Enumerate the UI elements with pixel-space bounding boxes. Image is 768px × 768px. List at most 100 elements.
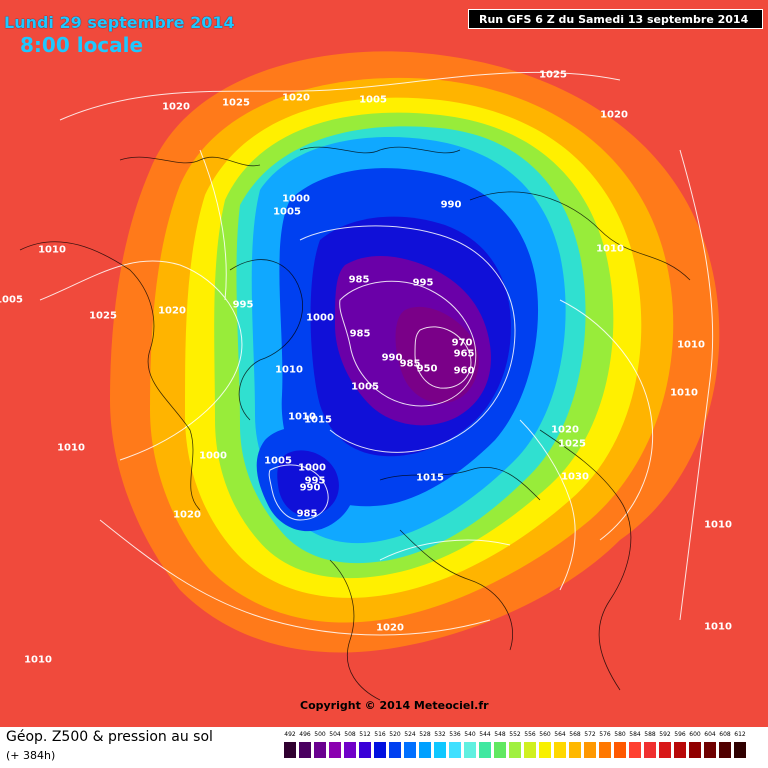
legend-color-swatch: [493, 741, 507, 759]
pressure-label: 1020: [173, 509, 201, 521]
legend-tick-label: 596: [674, 731, 686, 738]
legend-tick-label: 512: [359, 731, 371, 738]
legend-color-swatch: [613, 741, 627, 759]
geopotential-map-canvas: [0, 0, 768, 727]
legend-tick-label: 604: [704, 731, 716, 738]
legend-color-swatch: [478, 741, 492, 759]
isobar-contours: [39, 71, 714, 636]
legend-tick-label: 524: [404, 731, 416, 738]
pressure-label: 1025: [558, 438, 586, 450]
legend-tick-label: 576: [599, 731, 611, 738]
pressure-label: 1010: [596, 243, 624, 255]
pressure-label: 1005: [351, 381, 379, 393]
legend-color-swatch: [703, 741, 717, 759]
pressure-label: 1005: [264, 455, 292, 467]
pressure-label: 985: [348, 274, 370, 286]
legend-tick-label: 520: [389, 731, 401, 738]
pressure-label: 1025: [89, 310, 117, 322]
legend-color-swatch: [718, 741, 732, 759]
legend-tick-label: 548: [494, 731, 506, 738]
pressure-label: 995: [412, 277, 434, 289]
core-purple: [395, 306, 479, 404]
pressure-label: 1020: [376, 622, 404, 634]
legend-tick-label: 584: [629, 731, 641, 738]
legend-tick-label: 560: [539, 731, 551, 738]
legend-tick-label: 600: [689, 731, 701, 738]
color-scale-legend: 492 496 500 504 508 512 516 520 524 528 532 536 540 5…: [283, 731, 747, 763]
pressure-label: 985: [349, 328, 371, 340]
pressure-label: 1015: [416, 472, 444, 484]
legend-tick-label: 612: [734, 731, 746, 738]
legend-color-swatch: [298, 741, 312, 759]
legend-tick-label: 556: [524, 731, 536, 738]
legend-color-swatch: [433, 741, 447, 759]
legend-tick-label: 592: [659, 731, 671, 738]
legend-tick-label: 564: [554, 731, 566, 738]
run-info-box: Run GFS 6 Z du Samedi 13 septembre 2014: [468, 9, 763, 29]
legend-tick-label: 572: [584, 731, 596, 738]
legend-tick-label: 588: [644, 731, 656, 738]
forecast-offset: (+ 384h): [6, 749, 56, 762]
copyright-text: Copyright © 2014 Meteociel.fr: [300, 699, 489, 712]
map-title: Géop. Z500 & pression au sol: [6, 729, 213, 745]
pressure-label: 965: [453, 348, 475, 360]
legend-color-swatch: [523, 741, 537, 759]
legend-color-swatch: [463, 741, 477, 759]
pressure-label: 990: [440, 199, 462, 211]
legend-tick-label: 608: [719, 731, 731, 738]
pressure-label: 1020: [600, 109, 628, 121]
pressure-label: 1005: [0, 294, 23, 306]
pressure-label: 1010: [24, 654, 52, 666]
pressure-label: 1000: [298, 462, 326, 474]
pressure-label: 1010: [38, 244, 66, 256]
legend-color-swatch: [343, 741, 357, 759]
pressure-label: 985: [399, 358, 421, 370]
pressure-label: 1010: [288, 411, 316, 423]
pressure-label: 960: [453, 365, 475, 377]
pressure-label: 995: [232, 299, 254, 311]
pressure-label: 1010: [57, 442, 85, 454]
forecast-date: Lundi 29 septembre 2014: [4, 13, 235, 32]
legend-color-swatch: [448, 741, 462, 759]
pressure-label: 990: [381, 352, 403, 364]
legend-color-swatch: [733, 741, 747, 759]
pressure-label: 985: [296, 508, 318, 520]
legend-color-swatch: [673, 741, 687, 759]
legend-color-swatch: [403, 741, 417, 759]
legend-tick-label: 580: [614, 731, 626, 738]
pressure-label: 1010: [677, 339, 705, 351]
pressure-label: 1005: [359, 94, 387, 106]
legend-color-swatch: [658, 741, 672, 759]
weather-map: 1020 1025 1020 1005 1025 1020 1000 1005 990 1010 1…: [0, 0, 768, 727]
legend-tick-label: 508: [344, 731, 356, 738]
legend-color-swatch: [688, 741, 702, 759]
legend-color-swatch: [598, 741, 612, 759]
legend-color-swatch: [568, 741, 582, 759]
legend-tick-label: 532: [434, 731, 446, 738]
pressure-label: 1015: [304, 414, 332, 426]
pressure-label: 1025: [222, 97, 250, 109]
pressure-label: 970: [451, 337, 473, 349]
legend-color-swatch: [643, 741, 657, 759]
deep-lobe-left: [277, 450, 339, 516]
run-info-text: Run GFS 6 Z du Samedi 13 septembre 2014: [479, 13, 749, 26]
legend-color-swatch: [313, 741, 327, 759]
coastlines: [19, 146, 691, 701]
legend-color-swatch: [373, 741, 387, 759]
pressure-label: 1000: [199, 450, 227, 462]
legend-color-swatch: [583, 741, 597, 759]
legend-tick-label: 492: [284, 731, 296, 738]
legend-tick-label: 496: [299, 731, 311, 738]
legend-color-swatch: [328, 741, 342, 759]
legend-color-swatch: [508, 741, 522, 759]
pressure-label: 1020: [158, 305, 186, 317]
pressure-label: 1010: [704, 621, 732, 633]
pressure-label: 1010: [275, 364, 303, 376]
pressure-label: 1020: [282, 92, 310, 104]
pressure-label: 1000: [306, 312, 334, 324]
legend-color-swatch: [358, 741, 372, 759]
pressure-label: 990: [299, 482, 321, 494]
legend-color-swatch: [283, 741, 297, 759]
legend-tick-label: 540: [464, 731, 476, 738]
legend-tick-label: 552: [509, 731, 521, 738]
